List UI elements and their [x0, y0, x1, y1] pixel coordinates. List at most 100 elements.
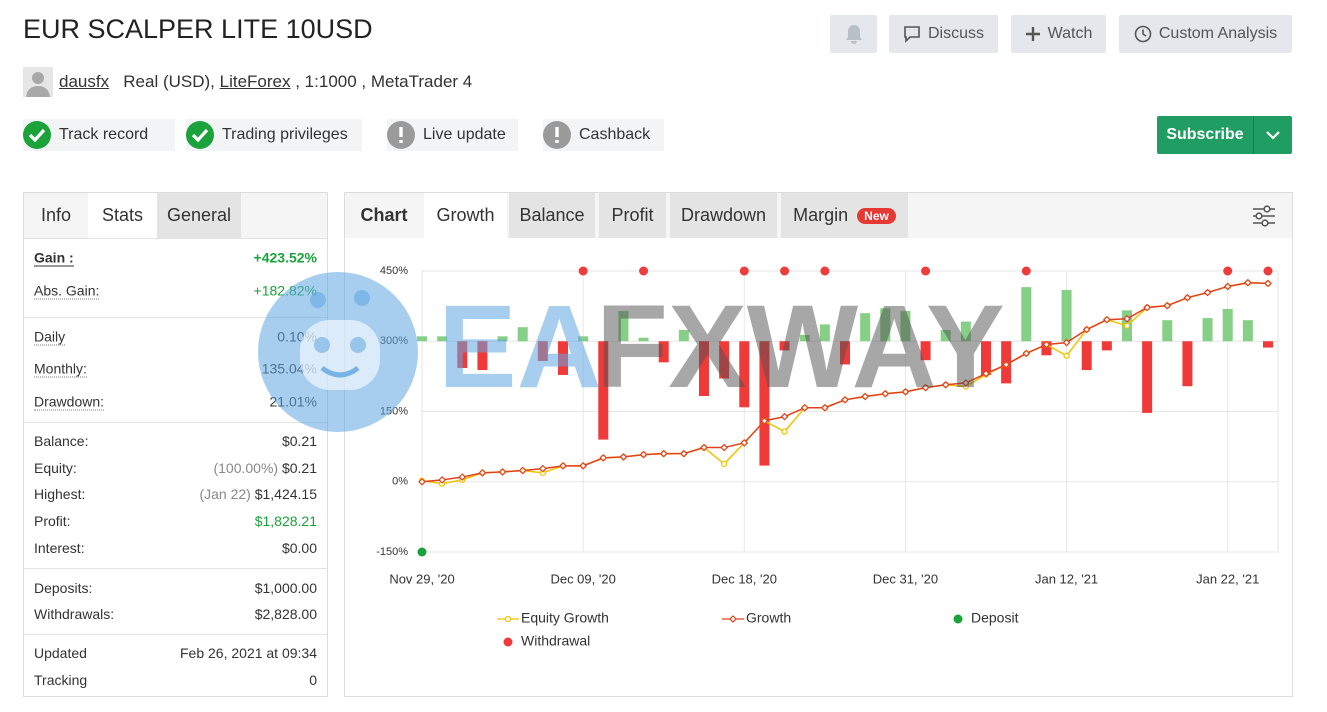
bar	[1222, 308, 1233, 342]
point-marker	[1103, 315, 1111, 324]
broker-link[interactable]: LiteForex	[219, 72, 291, 91]
bar	[1142, 341, 1153, 413]
chart-tab[interactable]: Balance	[509, 193, 595, 238]
point-marker	[1143, 303, 1151, 312]
stat-value: 0.10%	[277, 328, 317, 345]
stat-row: Highest: (Jan 22) $1,424.15	[34, 486, 317, 502]
point-marker	[1002, 360, 1010, 369]
bar	[880, 308, 891, 342]
point-marker	[659, 449, 668, 458]
account-line: dausfx Real (USD), LiteForex , 1:1000 , …	[59, 72, 472, 92]
account-details: , 1:1000 , MetaTrader 4	[295, 72, 473, 91]
stat-row: Updated Feb 26, 2021 at 09:34	[34, 645, 317, 661]
alert-button[interactable]	[830, 15, 877, 53]
icon-circle	[23, 121, 51, 149]
discuss-button[interactable]: Discuss	[889, 15, 998, 53]
event-dot	[639, 266, 649, 276]
point-marker	[1082, 325, 1091, 334]
settings-icon[interactable]	[1251, 203, 1277, 229]
user-link[interactable]: dausfx	[59, 72, 110, 91]
chart-panel: -150% 0% 150% 300% 450% Nov 29, '20 Dec 09, '2…	[344, 192, 1293, 697]
chart-tab[interactable]: Profit	[599, 193, 666, 238]
event-dot	[578, 266, 588, 276]
point-marker	[478, 469, 487, 477]
stat-value: +182.82%	[253, 282, 317, 299]
tab-label: Chart	[360, 205, 408, 225]
separator	[24, 317, 327, 318]
bar	[1162, 320, 1173, 342]
avatar	[23, 67, 53, 97]
point-marker	[1244, 278, 1252, 287]
bar	[618, 311, 629, 342]
stat-row: Daily 0.10%	[34, 329, 317, 346]
stat-value-wrap: +182.82%	[254, 283, 317, 300]
stat-value: $1,828.21	[254, 513, 317, 529]
separator	[24, 634, 327, 635]
stat-value: +423.52%	[253, 249, 317, 266]
point-marker	[721, 460, 728, 468]
stat-value-wrap: $2,828.00	[255, 606, 317, 622]
stat-value: 0	[309, 672, 317, 688]
chart-tab[interactable]: Drawdown	[670, 193, 777, 238]
point-marker	[982, 369, 990, 378]
subscribe-button[interactable]: Subscribe	[1157, 116, 1292, 154]
status-icon	[186, 121, 214, 149]
custom-analysis-button[interactable]: Custom Analysis	[1119, 15, 1292, 53]
chart-tab[interactable]: Margin New	[781, 193, 908, 238]
point-marker	[740, 439, 749, 447]
stat-label: Tracking	[34, 672, 88, 688]
y-tick-label: 300%	[380, 335, 408, 347]
badge-label: Track record	[59, 126, 149, 143]
stat-row: Balance: $0.21	[34, 433, 317, 449]
point-marker	[720, 443, 728, 452]
stat-row: Gain : +423.52%	[34, 250, 317, 267]
chart-tab[interactable]: Chart	[345, 193, 423, 238]
bar	[719, 341, 730, 379]
bar	[900, 311, 911, 342]
point-marker	[418, 477, 426, 486]
bar	[437, 336, 448, 342]
stat-label: Profit:	[34, 513, 71, 529]
stat-value: $1,000.00	[254, 580, 317, 596]
event-dot	[921, 266, 931, 276]
point-marker	[438, 476, 446, 484]
stat-row: Interest: $0.00	[34, 540, 317, 556]
status-badge: Live update	[387, 119, 518, 151]
bar	[598, 341, 609, 440]
stat-row: Monthly: 135.04%	[34, 361, 317, 378]
point-marker	[861, 392, 869, 401]
point-marker	[901, 387, 910, 396]
stat-value-wrap: 135.04%	[262, 361, 317, 378]
point-marker	[599, 454, 608, 462]
bar	[1081, 341, 1092, 371]
point-marker	[941, 380, 950, 389]
x-tick-label: Dec 18, '20	[712, 571, 777, 586]
stats-tab[interactable]: General	[157, 193, 241, 238]
point-marker	[1123, 314, 1131, 323]
point-marker	[760, 417, 769, 425]
chart-tab[interactable]: Growth	[424, 193, 507, 238]
stat-label: Abs. Gain:	[34, 282, 100, 300]
icon-circle	[186, 121, 214, 149]
bar	[1202, 318, 1213, 342]
bar	[1182, 341, 1193, 387]
y-tick-label: 0%	[392, 476, 408, 488]
bar	[779, 341, 790, 351]
point-marker	[781, 428, 788, 435]
stat-row: Withdrawals: $2,828.00	[34, 606, 317, 622]
button-label: Discuss	[927, 25, 984, 42]
status-badge: Track record	[23, 119, 175, 151]
bar	[920, 341, 931, 361]
badge-label: Live update	[423, 126, 506, 143]
bar	[1263, 341, 1273, 348]
watch-button[interactable]: Watch	[1011, 15, 1106, 53]
legend-label: Withdrawal	[521, 633, 590, 649]
dropdown-arrow[interactable]	[1254, 116, 1292, 154]
bar	[1021, 287, 1032, 342]
icon-glyph	[28, 128, 46, 143]
point-marker	[539, 464, 547, 473]
x-tick-label: Jan 12, '21	[1035, 571, 1098, 586]
stats-tab[interactable]: Stats	[88, 193, 157, 238]
stats-tab[interactable]: Info	[24, 193, 88, 238]
bar	[739, 341, 750, 408]
